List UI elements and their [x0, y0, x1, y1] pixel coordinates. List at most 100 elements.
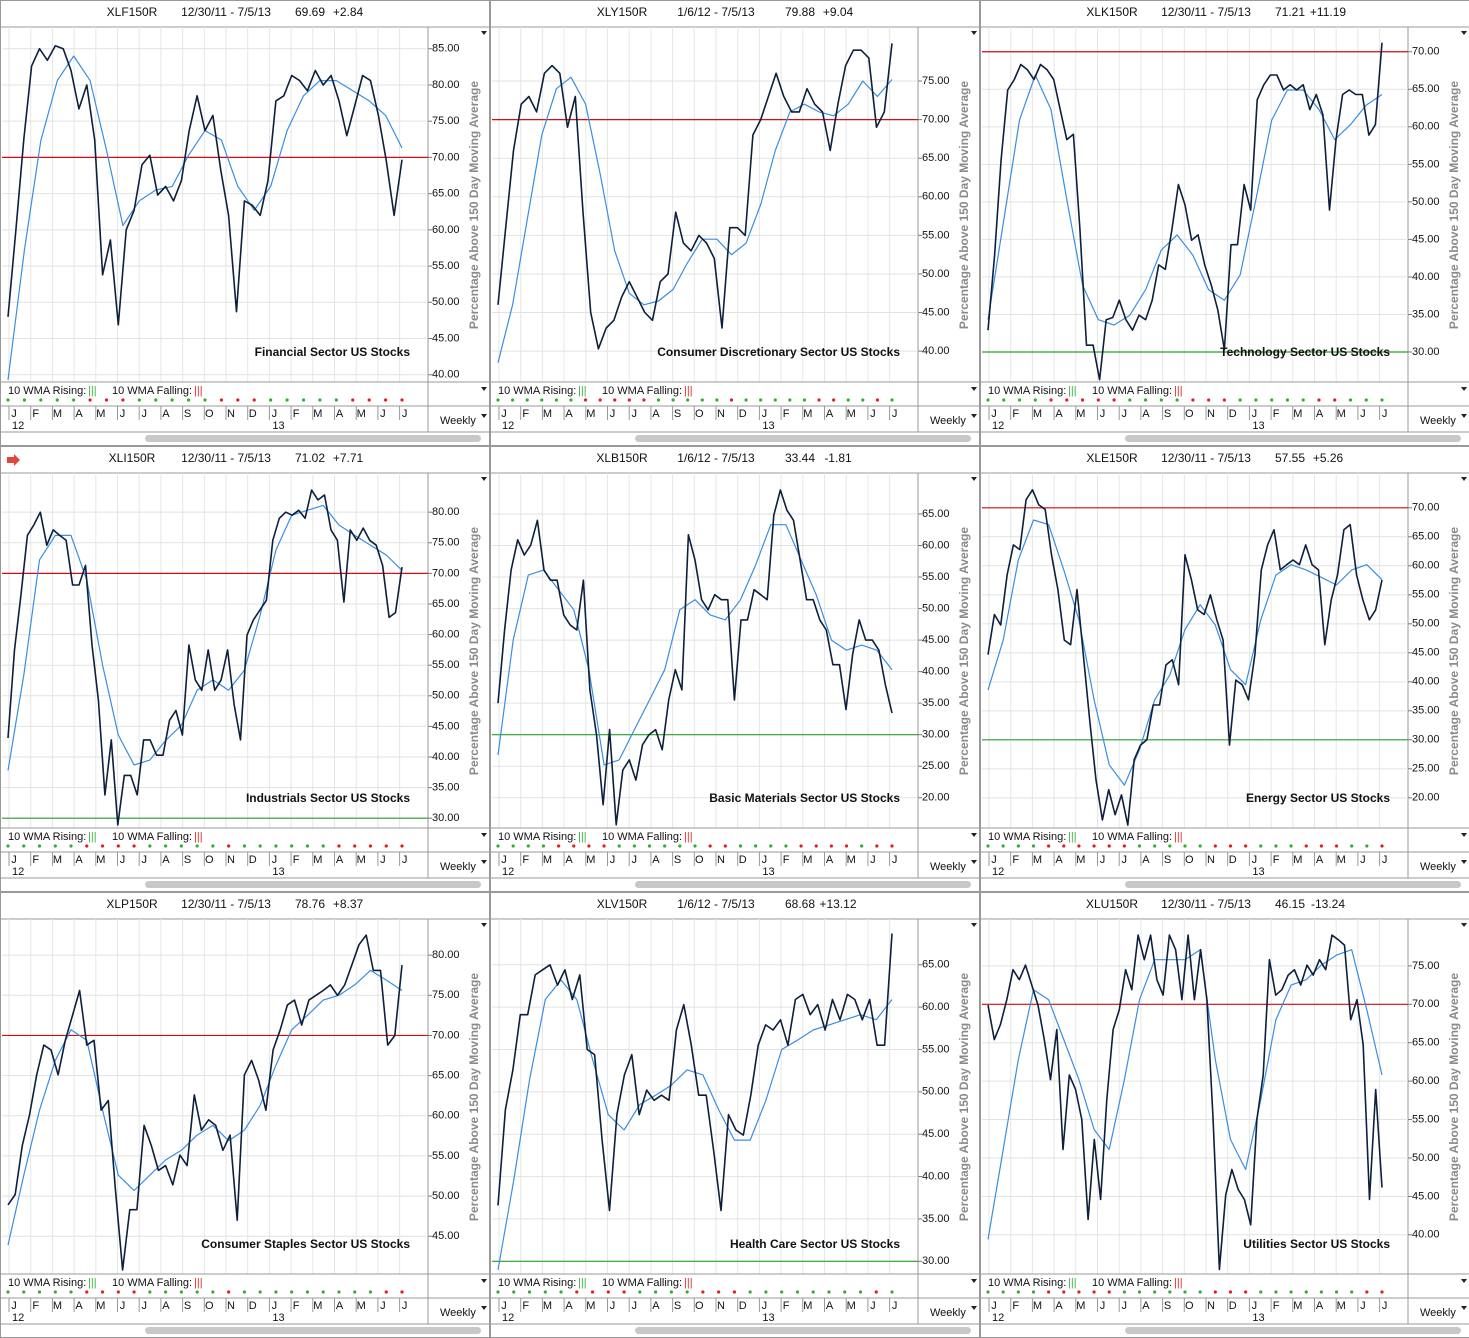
month-label: M [543, 854, 552, 866]
trend-dot [827, 1290, 831, 1294]
trend-dot [1092, 844, 1096, 848]
menu-caret [1461, 1279, 1467, 1283]
trend-dot [6, 1290, 10, 1294]
month-label: J [762, 854, 768, 866]
trend-dot [227, 1290, 231, 1294]
falling-bars: ||| [194, 1277, 203, 1289]
menu-caret [1461, 1306, 1467, 1310]
falling-bars: ||| [1174, 1277, 1183, 1289]
trend-dot [557, 844, 561, 848]
panel-frame [980, 446, 1469, 892]
y-tick-label: 55.00 [922, 571, 950, 583]
trend-dot [669, 1290, 673, 1294]
last-value: 68.68 [785, 897, 815, 911]
year-label: 13 [762, 420, 774, 432]
month-label: J [501, 854, 507, 866]
sector-label: Utilities Sector US Stocks [1243, 1237, 1390, 1251]
scrollbar[interactable] [1125, 1327, 1461, 1334]
y-tick-label: 30.00 [922, 729, 950, 741]
month-label: O [695, 1300, 704, 1312]
falling-label: 10 WMA Falling: [112, 1277, 192, 1289]
month-label: A [75, 1300, 83, 1312]
y-tick-label: 20.00 [922, 792, 950, 804]
trend-dot [1168, 1290, 1172, 1294]
month-label: J [610, 1300, 616, 1312]
y-tick-label: 40.00 [1412, 271, 1440, 283]
trend-dot [351, 398, 355, 402]
trend-dot [227, 844, 231, 848]
menu-caret [1461, 860, 1467, 864]
scrollbar[interactable] [635, 1327, 971, 1334]
trend-dot [647, 844, 652, 848]
trend-dot [367, 398, 371, 402]
trend-dot [211, 844, 215, 848]
month-label: M [1337, 1300, 1346, 1312]
ticker: XLV150R [597, 897, 648, 911]
month-label: N [717, 408, 725, 420]
scrollbar[interactable] [1125, 881, 1461, 888]
month-label: J [120, 408, 126, 420]
scrollbar[interactable] [635, 881, 971, 888]
trend-dot [754, 844, 758, 848]
trend-dot [290, 844, 294, 848]
y-tick-label: 40.00 [922, 1170, 950, 1182]
month-label: J [892, 1300, 898, 1312]
menu-caret [481, 387, 487, 391]
menu-caret [481, 1306, 487, 1310]
trend-dot [788, 398, 792, 402]
trend-dot [211, 1290, 215, 1294]
trend-dot [1304, 1290, 1308, 1294]
trend-dot [1065, 398, 1069, 402]
y-tick-label: 65.00 [1412, 531, 1440, 543]
trend-dot [832, 398, 836, 402]
trend-dot [559, 1290, 563, 1294]
scrollbar[interactable] [145, 1327, 481, 1334]
month-label: S [184, 854, 191, 866]
month-label: F [32, 854, 39, 866]
trend-dot [305, 844, 310, 848]
month-label: A [826, 1300, 834, 1312]
y-tick-label: 75.00 [922, 75, 950, 87]
scrollbar[interactable] [1125, 435, 1461, 442]
trend-dot [1350, 1290, 1354, 1294]
trend-dot [1092, 1290, 1096, 1294]
month-label: S [674, 408, 681, 420]
trend-dot [1350, 844, 1354, 848]
trend-dot [72, 398, 76, 402]
scrollbar[interactable] [145, 435, 481, 442]
ticker: XLB150R [596, 451, 648, 465]
y-tick-label: 50.00 [432, 296, 460, 308]
scrollbar[interactable] [635, 435, 971, 442]
year-label: 13 [1252, 866, 1264, 878]
month-label: J [1252, 854, 1258, 866]
y-tick-label: 65.00 [922, 152, 950, 164]
trend-dot [1222, 398, 1226, 402]
trend-dot [400, 1290, 404, 1294]
falling-bars: ||| [684, 831, 693, 843]
last-value: 33.44 [785, 451, 815, 465]
month-label: D [249, 408, 257, 420]
trend-dot [1334, 1290, 1339, 1294]
trend-dot [890, 398, 894, 402]
rising-label: 10 WMA Rising: [8, 385, 86, 397]
trend-dot [986, 844, 990, 848]
scrollbar[interactable] [145, 881, 481, 888]
month-label: F [1273, 854, 1280, 866]
date-range: 1/6/12 - 7/5/13 [677, 897, 755, 911]
trend-dot [269, 398, 273, 402]
panel-frame [980, 0, 1469, 446]
y-tick-label: 65.00 [1412, 83, 1440, 95]
rising-label: 10 WMA Rising: [988, 831, 1066, 843]
trend-dot [55, 398, 59, 402]
month-label: M [313, 408, 322, 420]
trend-dot [1304, 844, 1308, 848]
y-tick-label: 65.00 [432, 598, 460, 610]
y-tick-label: 60.00 [1412, 1075, 1440, 1087]
menu-caret [481, 477, 487, 481]
sector-label: Financial Sector US Stocks [255, 345, 411, 359]
falling-label: 10 WMA Falling: [112, 385, 192, 397]
trend-dot [1319, 1290, 1323, 1294]
trend-dot [1289, 844, 1293, 848]
date-range: 12/30/11 - 7/5/13 [181, 897, 271, 911]
y-tick-label: 55.00 [1412, 589, 1440, 601]
